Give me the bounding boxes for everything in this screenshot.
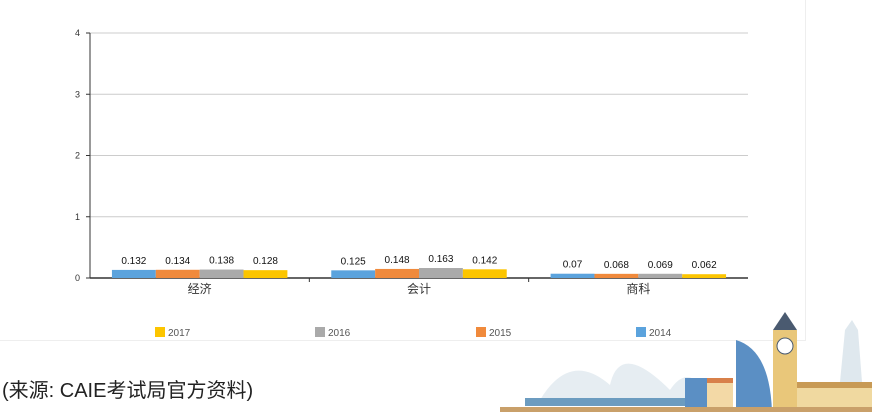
data-label: 0.148 (385, 255, 410, 266)
data-label: 0.132 (121, 256, 146, 267)
x-tick-label: 商科 (626, 281, 650, 296)
data-label: 0.068 (604, 260, 629, 271)
data-label: 0.125 (341, 256, 366, 267)
legend-swatch-2016 (315, 327, 325, 337)
legend-label: 2015 (489, 328, 512, 339)
bar-2017 (682, 274, 727, 278)
legend-swatch-2014 (636, 327, 646, 337)
data-label: 0.07 (563, 260, 583, 271)
y-tick-label: 2 (75, 151, 80, 161)
legend-label: 2017 (168, 328, 191, 339)
data-label: 0.128 (253, 256, 278, 267)
bar-2014 (331, 270, 376, 278)
burj-al-arab-icon (736, 340, 772, 412)
legend-swatch-2017 (155, 327, 165, 337)
bar-2015 (155, 269, 200, 278)
x-tick-label: 经济 (188, 281, 212, 296)
bar-2016 (638, 273, 683, 278)
data-label: 0.069 (648, 260, 673, 271)
statue-of-liberty-icon (840, 320, 862, 382)
opera-house-icon (540, 363, 710, 400)
legend-label: 2016 (328, 328, 351, 339)
bar-2016 (419, 268, 463, 278)
y-tick-label: 3 (75, 89, 80, 99)
data-label: 0.062 (692, 260, 717, 271)
source-note: (来源: CAIE考试局官方资料) (2, 380, 254, 402)
y-tick-label: 1 (75, 212, 80, 222)
chart-card: 0 1 2 3 4 经济 0.132 0.134 0.138 0.128 会计 0.125 0.148 0… (0, 0, 806, 341)
building-icon (685, 378, 707, 412)
data-label: 0.134 (165, 256, 190, 267)
data-label: 0.142 (472, 255, 497, 266)
x-tick-label: 会计 (407, 282, 431, 296)
bar-2014 (550, 273, 595, 278)
bar-chart: 0 1 2 3 4 经济 0.132 0.134 0.138 0.128 会计 0.125 0.148 0… (75, 28, 748, 339)
city-landmarks-illustration (500, 312, 872, 412)
bar-2016 (199, 269, 244, 278)
y-tick-label: 4 (75, 28, 80, 38)
bar-2015 (375, 268, 419, 278)
y-tick-label: 0 (75, 273, 80, 283)
bar-2017 (462, 269, 507, 278)
bar-2014 (111, 269, 156, 278)
bar-2015 (594, 273, 639, 278)
data-label: 0.163 (428, 254, 453, 265)
data-label: 0.138 (209, 256, 234, 267)
legend-swatch-2015 (476, 327, 486, 337)
bar-2017 (243, 270, 288, 278)
legend-label: 2014 (649, 328, 672, 339)
